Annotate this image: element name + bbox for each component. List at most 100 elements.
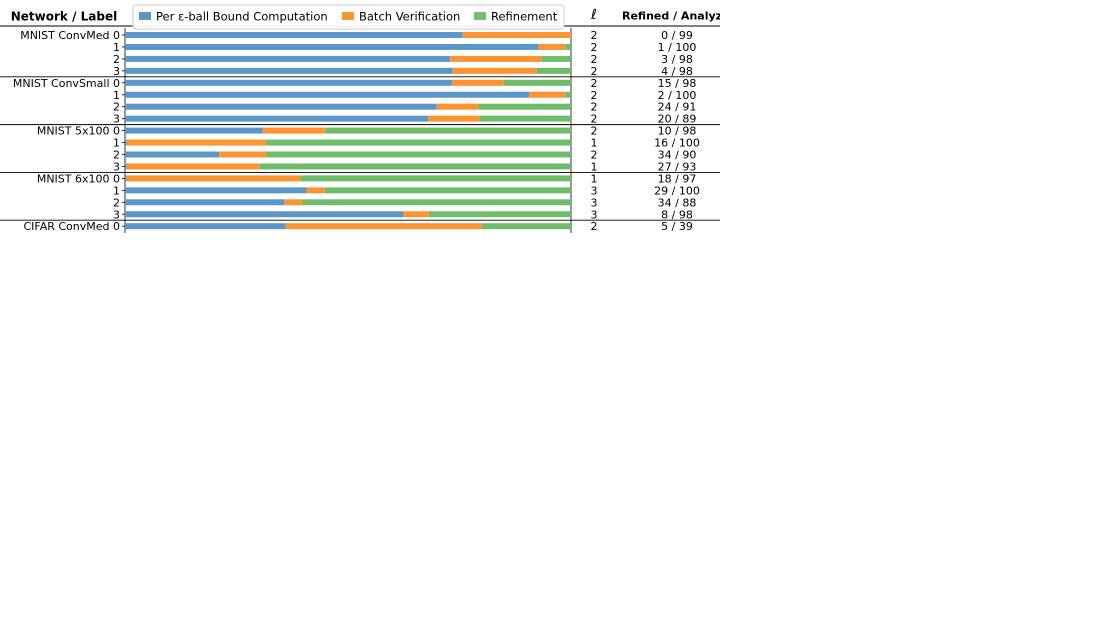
refined-value: 3 / 98 <box>661 53 693 66</box>
bar-segment <box>436 103 479 110</box>
row-label: MNIST 5x100 0 <box>37 125 120 138</box>
ell-value: 2 <box>591 41 598 54</box>
bar-segment <box>125 223 286 230</box>
bar-segment <box>325 127 571 134</box>
bar-segment <box>125 55 451 62</box>
ell-value: 3 <box>591 196 598 209</box>
ell-value: 2 <box>591 101 598 114</box>
bar-segment <box>428 115 480 122</box>
row-label: 2 <box>113 53 120 66</box>
refined-value: 2 / 100 <box>658 89 697 102</box>
bar-segment <box>266 139 571 146</box>
bar-segment <box>266 151 571 158</box>
refined-value: 29 / 100 <box>654 184 700 197</box>
row-label: CIFAR ConvMed 0 <box>23 220 120 233</box>
bar-segment <box>541 55 571 62</box>
bar-segment <box>285 223 482 230</box>
bar-segment <box>125 175 127 182</box>
bar-segment <box>452 67 537 74</box>
legend: Per ε-ball Bound Computation Batch Verifi… <box>132 4 565 30</box>
bar-segment <box>125 211 404 218</box>
ell-value: 2 <box>591 65 598 78</box>
row-label: 3 <box>113 65 120 78</box>
bar-segment <box>125 199 285 206</box>
ell-value: 2 <box>591 77 598 90</box>
bar-segment <box>536 67 571 74</box>
ell-value: 3 <box>591 208 598 221</box>
refined-value: 1 / 100 <box>658 41 697 54</box>
ell-value: 1 <box>591 160 598 173</box>
ell-value: 2 <box>591 149 598 162</box>
ell-value: 2 <box>591 125 598 138</box>
header-refined-analyzed: Refined / Analyz <box>622 10 720 23</box>
refined-value: 5 / 39 <box>661 220 693 233</box>
bar-segment <box>450 55 542 62</box>
bar-segment <box>126 163 260 170</box>
bar-segment <box>125 127 263 134</box>
ell-value: 2 <box>591 89 598 102</box>
bar-segment <box>219 151 267 158</box>
bars-layer <box>125 32 571 230</box>
bar-segment <box>481 223 571 230</box>
row-label: MNIST ConvMed 0 <box>20 29 120 42</box>
header-network-label: Network / Label <box>11 10 117 24</box>
bar-segment <box>538 43 566 50</box>
bar-segment <box>503 79 571 86</box>
bar-segment <box>125 67 453 74</box>
bar-segment <box>125 115 429 122</box>
refined-value: 20 / 89 <box>658 113 697 126</box>
bar-segment <box>125 103 437 110</box>
row-label: 2 <box>113 149 120 162</box>
legend-swatch <box>342 12 354 20</box>
bar-segment <box>284 199 303 206</box>
refined-value: 8 / 98 <box>661 208 693 221</box>
bar-segment <box>126 175 301 182</box>
bar-segment <box>125 91 530 98</box>
row-label: 1 <box>113 137 120 150</box>
ell-value: 2 <box>591 220 598 233</box>
refined-value: 18 / 97 <box>658 172 697 185</box>
refined-value: 10 / 98 <box>658 125 697 138</box>
bar-segment <box>565 91 571 98</box>
legend-label: Per ε-ball Bound Computation <box>156 10 328 24</box>
row-label: 2 <box>113 101 120 114</box>
bar-segment <box>428 211 571 218</box>
refined-value: 15 / 98 <box>658 77 697 90</box>
bar-segment <box>125 163 127 170</box>
bar-segment <box>125 139 127 146</box>
row-label: 1 <box>113 184 120 197</box>
row-label: MNIST 6x100 0 <box>37 172 120 185</box>
bar-segment <box>462 32 571 38</box>
refined-value: 16 / 100 <box>654 137 700 150</box>
ell-value: 2 <box>591 53 598 66</box>
bar-segment <box>302 199 571 206</box>
legend-swatch <box>474 12 486 20</box>
bar-segment <box>125 32 463 38</box>
bar-segment <box>126 139 267 146</box>
bar-segment <box>479 115 571 122</box>
bar-segment <box>451 79 504 86</box>
row-label: 1 <box>113 41 120 54</box>
bar-segment <box>403 211 429 218</box>
legend-label: Batch Verification <box>359 10 460 24</box>
bar-segment <box>125 43 539 50</box>
row-label: 1 <box>113 89 120 102</box>
refined-value: 0 / 99 <box>661 29 693 42</box>
row-label: 3 <box>113 160 120 173</box>
stacked-bar-chart: MNIST ConvMed 0 1 2 3 MNIST ConvSmall 0 1 2 3 MN… <box>0 0 720 233</box>
refined-value: 4 / 98 <box>661 65 693 78</box>
ell-value: 2 <box>591 29 598 42</box>
bar-segment <box>262 127 326 134</box>
row-label: 3 <box>113 208 120 221</box>
bar-segment <box>324 187 571 194</box>
ell-value: 3 <box>591 184 598 197</box>
bar-segment <box>529 91 566 98</box>
ell-value: 2 <box>591 113 598 126</box>
bar-segment <box>565 43 571 50</box>
refined-value: 34 / 88 <box>658 196 697 209</box>
row-label: 3 <box>113 113 120 126</box>
